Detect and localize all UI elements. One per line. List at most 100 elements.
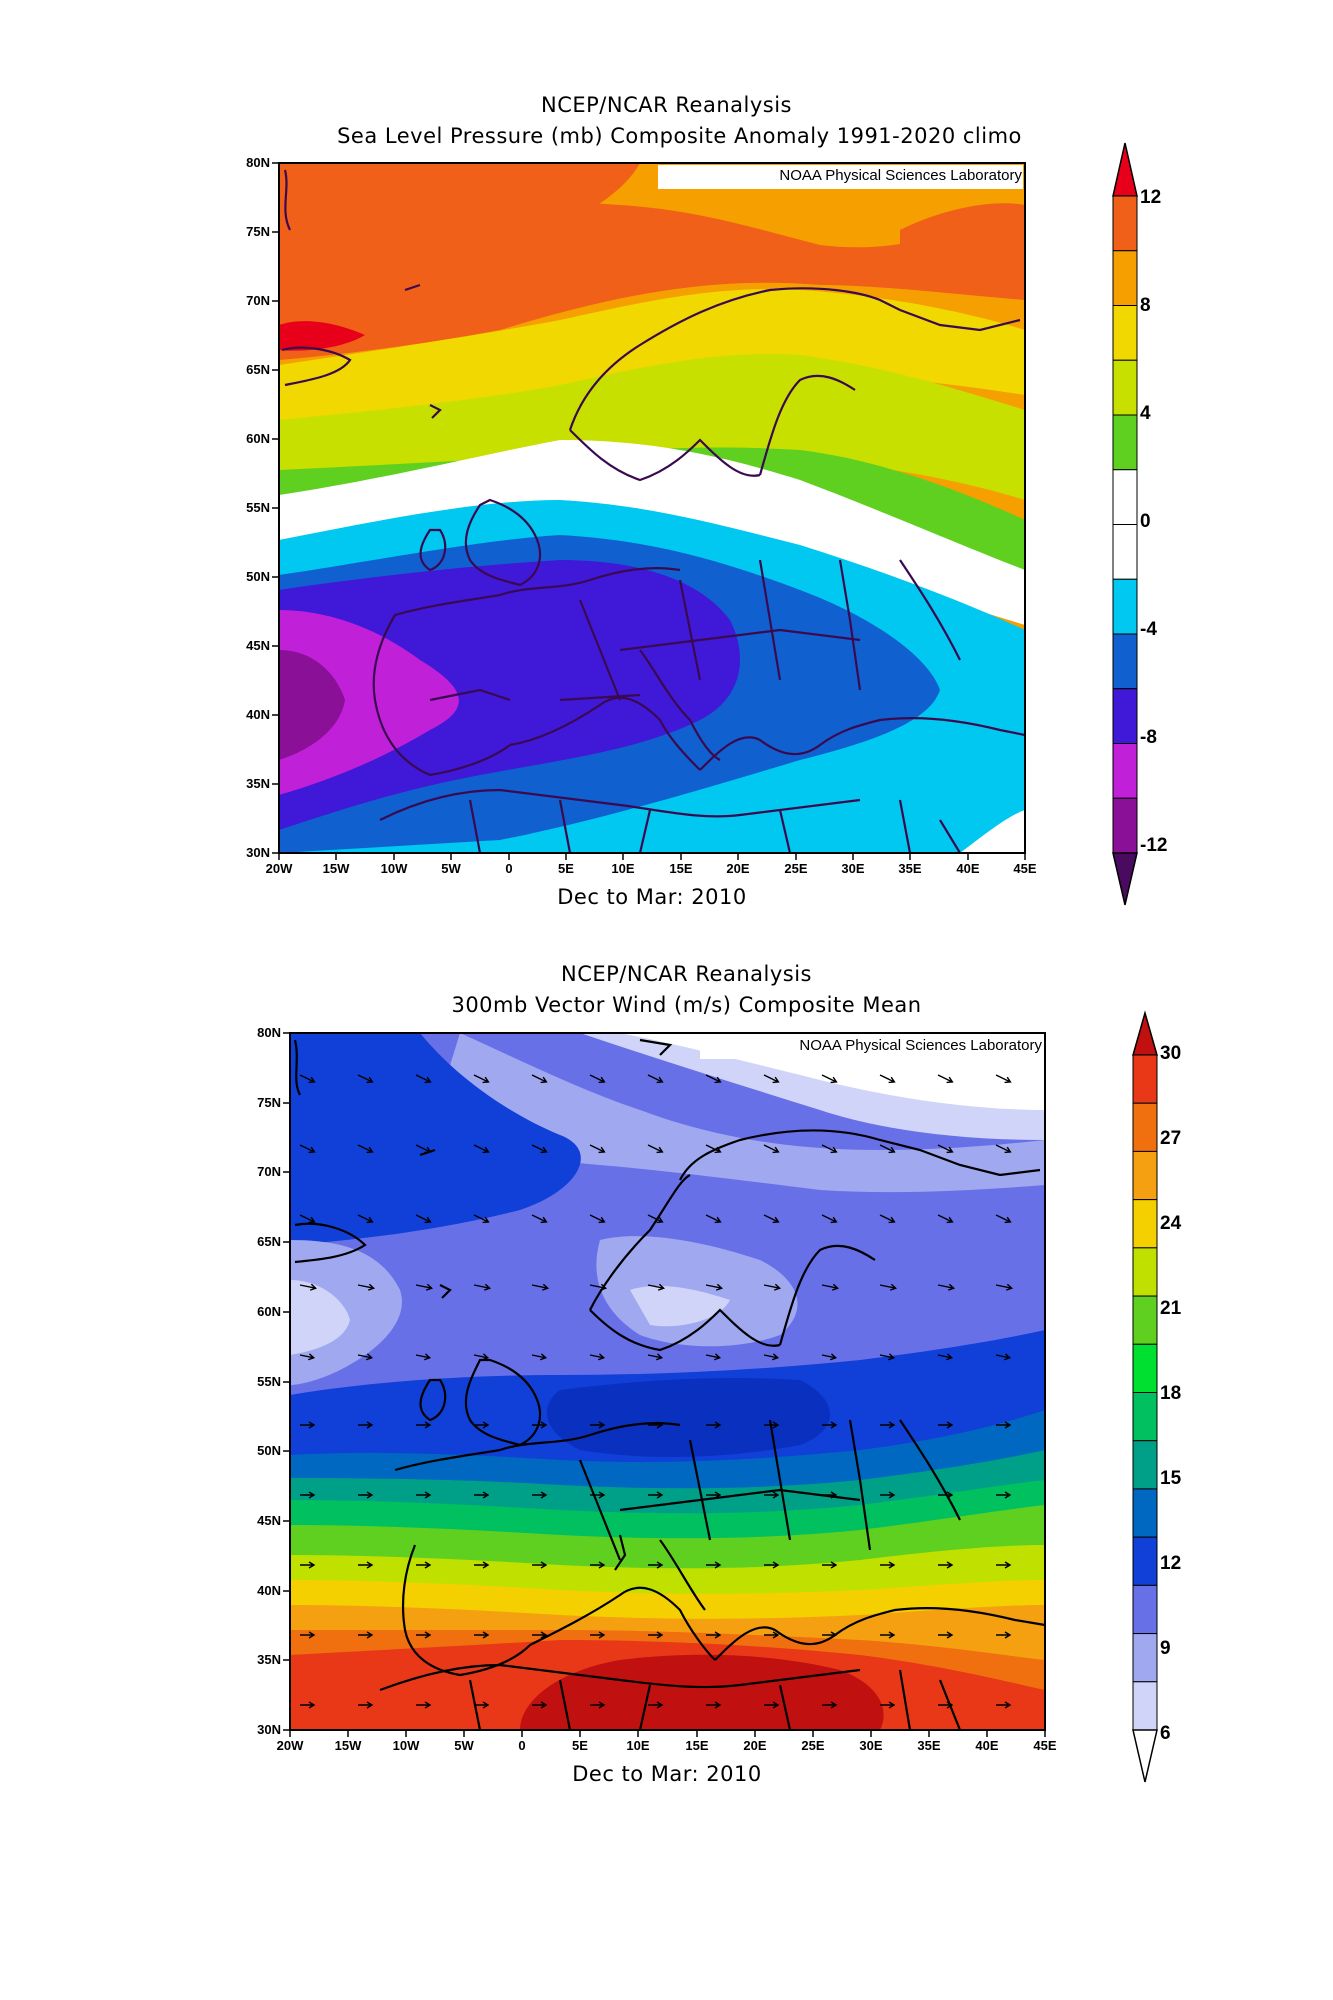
wind-arrow — [705, 1214, 722, 1224]
map2-lat-label: 45N — [257, 1513, 281, 1528]
map2-frame — [289, 1032, 1046, 1731]
wind-arrow — [416, 1421, 432, 1429]
wind-arrow — [590, 1561, 606, 1569]
wind-arrow — [996, 1701, 1012, 1709]
map2-lat-label: 65N — [257, 1234, 281, 1249]
wind-arrow — [589, 1353, 606, 1361]
wind-arrow — [705, 1144, 722, 1154]
map1-lat-label: 80N — [246, 155, 270, 170]
map2-field — [290, 1033, 1045, 1730]
map1-lon-label: 15W — [322, 861, 350, 876]
colorbar-segment — [1112, 578, 1138, 635]
map1-lat-label: 35N — [246, 776, 270, 791]
colorbar-segment — [1132, 1440, 1158, 1490]
wind-arrow — [995, 1283, 1014, 1291]
map2-coastlines — [293, 1038, 1045, 1730]
wind-arrow — [880, 1561, 896, 1569]
wind-arrow — [590, 1421, 606, 1429]
wind-arrow — [474, 1701, 490, 1709]
wind-arrow — [763, 1214, 780, 1224]
map2-credit-box — [700, 1035, 1043, 1059]
wind-arrow — [299, 1144, 316, 1154]
wind-arrow — [589, 1283, 608, 1291]
wind-arrow — [589, 1214, 606, 1224]
map2-lon-label: 30E — [859, 1738, 883, 1753]
wind-arrow — [764, 1561, 780, 1569]
wind-arrow — [995, 1074, 1012, 1084]
wind-arrow — [358, 1631, 374, 1639]
wind-arrow — [648, 1631, 664, 1639]
colorbar-top-arrow — [1132, 1010, 1158, 1056]
map1-title-line1: NCEP/NCAR Reanalysis — [541, 93, 792, 117]
map1-lon-label: 5E — [558, 861, 574, 876]
map2-cb-label: 24 — [1160, 1213, 1182, 1234]
wind-arrow — [589, 1074, 606, 1084]
map2-wind-vectors — [299, 1074, 1014, 1709]
wind-arrow — [880, 1491, 896, 1499]
colorbar-segment — [1132, 1488, 1158, 1538]
wind-arrow — [358, 1561, 374, 1569]
wind-arrow — [358, 1491, 374, 1499]
map1-lat-ticks — [272, 162, 279, 854]
wind-arrow — [821, 1144, 838, 1154]
wind-arrow — [880, 1701, 896, 1709]
wind-arrow — [647, 1144, 664, 1154]
wind-arrow — [473, 1353, 490, 1361]
colorbar-segment — [1132, 1054, 1158, 1104]
wind-arrow — [821, 1353, 838, 1361]
wind-arrow — [531, 1283, 550, 1291]
colorbar-segment — [1112, 524, 1138, 580]
colorbar-segment — [1132, 1199, 1158, 1249]
wind-arrow — [937, 1144, 954, 1154]
wind-arrow — [937, 1283, 956, 1291]
map2-lon-label: 15W — [334, 1738, 362, 1753]
map1-cb-label: -4 — [1140, 619, 1157, 640]
map2-lon-label: 10W — [392, 1738, 420, 1753]
map2-title-line2: 300mb Vector Wind (m/s) Composite Mean — [451, 993, 922, 1017]
wind-arrow — [532, 1631, 548, 1639]
wind-arrow — [474, 1491, 490, 1499]
map1-lon-label: 10E — [611, 861, 635, 876]
wind-arrow — [647, 1353, 664, 1361]
wind-arrow — [706, 1561, 722, 1569]
wind-arrow — [938, 1561, 954, 1569]
map2-lat-label: 60N — [257, 1304, 281, 1319]
map1-coastlines — [281, 169, 1025, 853]
map1-lat-label: 30N — [246, 845, 270, 860]
wind-arrow — [358, 1421, 374, 1429]
wind-arrow — [879, 1214, 896, 1224]
colorbar-segment — [1112, 469, 1138, 525]
map2-lat-label: 80N — [257, 1025, 281, 1040]
colorbar-segment — [1112, 195, 1138, 252]
map1-lon-label: 30E — [841, 861, 865, 876]
wind-arrow — [763, 1074, 780, 1084]
wind-arrow — [706, 1701, 722, 1709]
wind-arrow — [357, 1214, 374, 1224]
wind-arrow — [879, 1074, 896, 1084]
wind-arrow — [474, 1631, 490, 1639]
wind-arrow — [822, 1701, 838, 1709]
wind-arrow — [357, 1144, 374, 1154]
wind-arrow — [357, 1283, 376, 1291]
map1-lon-label: 5W — [441, 861, 461, 876]
colorbar-segment — [1112, 633, 1138, 690]
wind-arrow — [473, 1074, 490, 1084]
wind-arrow — [995, 1353, 1012, 1361]
map2-credit: NOAA Physical Sciences Laboratory — [799, 1037, 1042, 1054]
wind-arrow — [531, 1353, 548, 1361]
colorbar-top-arrow — [1112, 142, 1138, 197]
map2-lon-label: 20E — [743, 1738, 767, 1753]
map1-lat-label: 40N — [246, 707, 270, 722]
map2-cb-label: 12 — [1160, 1553, 1182, 1574]
map2-period: Dec to Mar: 2010 — [572, 1762, 762, 1786]
wind-arrow — [937, 1074, 954, 1084]
map2-lat-label: 70N — [257, 1164, 281, 1179]
map1-cb-label: 12 — [1140, 187, 1162, 208]
wind-arrow — [938, 1421, 954, 1429]
map1-lon-label: 40E — [956, 861, 980, 876]
colorbar-segment — [1112, 414, 1138, 471]
map2-lon-label: 5W — [454, 1738, 474, 1753]
colorbar-segment — [1112, 688, 1138, 744]
wind-arrow — [764, 1631, 780, 1639]
map2-lon-label: 0 — [518, 1738, 526, 1753]
